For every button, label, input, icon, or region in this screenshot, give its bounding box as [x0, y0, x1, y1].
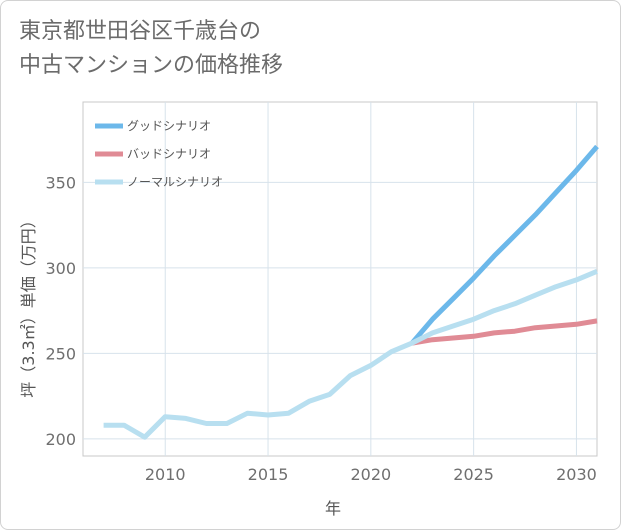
- legend-label-1: バッドシナリオ: [127, 147, 211, 161]
- y-tick-label-200: 200: [45, 430, 76, 449]
- series-line-0: [410, 144, 599, 345]
- x-tick-label-2015: 2015: [248, 465, 289, 484]
- x-tick-label-2030: 2030: [556, 465, 597, 484]
- series-lines: [103, 144, 599, 440]
- series-line-1: [411, 318, 598, 346]
- y-tick-label-250: 250: [45, 344, 76, 363]
- y-axis-label: 坪（3.3㎡）単価（万円）: [19, 212, 38, 397]
- y-tick-label-350: 350: [45, 173, 76, 192]
- tick-labels: 2010 2015 2020 2025 2030 200 250 300 350: [45, 173, 596, 484]
- x-tick-label-2010: 2010: [145, 465, 186, 484]
- x-tick-label-2025: 2025: [453, 465, 494, 484]
- y-tick-label-300: 300: [45, 259, 76, 278]
- chart-title-line-2: 中古マンションの価格推移: [19, 53, 284, 78]
- series-line-2: [103, 268, 598, 440]
- legend-label-0: グッドシナリオ: [127, 119, 211, 133]
- plot-area: [82, 101, 598, 457]
- chart-title-line-1: 東京都世田谷区千歳台の: [19, 19, 262, 44]
- x-tick-label-2020: 2020: [350, 465, 391, 484]
- legend-label-2: ノーマルシナリオ: [127, 175, 223, 189]
- chart-title: 東京都世田谷区千歳台の 中古マンションの価格推移: [19, 15, 283, 83]
- x-axis-label: 年: [325, 499, 341, 518]
